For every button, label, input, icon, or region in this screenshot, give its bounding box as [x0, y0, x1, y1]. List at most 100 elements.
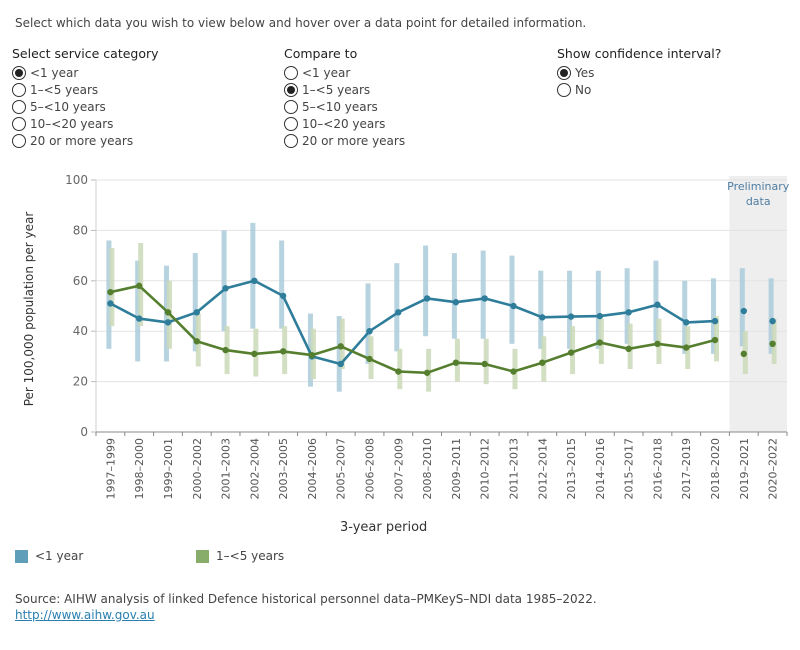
confidence-option[interactable]: No [557, 81, 721, 98]
service-category-option[interactable]: 1–<5 years [12, 81, 159, 98]
radio-button[interactable] [12, 133, 26, 148]
service-category-title: Select service category [12, 46, 159, 61]
ci-bar [279, 240, 285, 329]
x-tick-label: 2006–2008 [364, 438, 377, 500]
ci-bar [595, 270, 601, 349]
ci-bar [451, 253, 457, 339]
y-tick-label: 40 [73, 324, 88, 338]
radio-label: 10–<20 years [30, 116, 114, 131]
confidence-interval-control: Show confidence interval? Yes No [557, 46, 721, 98]
data-point [596, 339, 604, 346]
radio-button[interactable] [557, 65, 571, 80]
data-point [135, 282, 143, 290]
preliminary-label: data [746, 195, 771, 208]
legend-item-less-than-1-year[interactable]: <1 year [15, 549, 83, 563]
compare-to-title: Compare to [284, 46, 358, 61]
y-tick-label: 20 [73, 375, 88, 389]
service-category-options: <1 year 1–<5 years 5–<10 years 10–<20 years… [12, 64, 159, 149]
legend-label-less-than-1-year: <1 year [35, 549, 84, 563]
preliminary-region [729, 176, 787, 432]
y-tick-label: 60 [73, 274, 88, 288]
x-tick-label: 2001–2003 [220, 438, 233, 500]
data-point [567, 349, 575, 356]
y-tick-label: 0 [80, 425, 88, 439]
radio-button[interactable] [557, 82, 571, 97]
data-point [539, 314, 546, 321]
x-tick-label: 2018–2020 [709, 438, 722, 500]
legend-label-1-to-5-years: 1–<5 years [216, 549, 285, 563]
radio-button[interactable] [284, 99, 298, 114]
radio-label: 5–<10 years [30, 99, 106, 114]
ci-bar [192, 253, 198, 352]
compare-to-option[interactable]: 10–<20 years [284, 115, 405, 132]
service-category-option[interactable]: 5–<10 years [12, 98, 159, 115]
data-point [740, 350, 748, 358]
ci-bar [336, 316, 342, 392]
radio-label: Yes [575, 65, 595, 80]
data-point [711, 336, 719, 344]
compare-to-option[interactable]: 5–<10 years [284, 98, 405, 115]
data-point [423, 369, 431, 376]
y-axis-title: Per 100,000 population per year [22, 212, 36, 407]
radio-button[interactable] [12, 65, 26, 80]
x-tick-label: 2004–2006 [306, 438, 319, 500]
compare-to-option[interactable]: <1 year [284, 64, 405, 81]
source-text: Source: AIHW analysis of linked Defence … [15, 592, 597, 606]
radio-button[interactable] [12, 99, 26, 114]
service-category-option[interactable]: 10–<20 years [12, 115, 159, 132]
x-tick-label: 2012–2014 [536, 438, 549, 500]
x-tick-label: 2010–2012 [479, 438, 492, 500]
ci-bar [250, 222, 256, 329]
preliminary-label: Preliminary [727, 180, 790, 193]
source-link[interactable]: http://www.aihw.gov.au [15, 608, 155, 622]
y-tick-label: 80 [73, 223, 88, 237]
data-point [769, 340, 776, 347]
data-point [366, 355, 373, 363]
data-point [539, 359, 546, 366]
confidence-interval-options: Yes No [557, 64, 721, 98]
ci-bar [509, 255, 515, 344]
legend-swatch-1-to-5-years [196, 549, 209, 563]
x-tick-label: 2020–2022 [767, 438, 780, 500]
x-tick-label: 1997–1999 [104, 438, 117, 500]
legend-item-1-to-5-years[interactable]: 1–<5 years [196, 549, 284, 563]
x-tick-label: 2002–2004 [248, 438, 261, 500]
data-point [510, 302, 517, 310]
radio-button[interactable] [12, 82, 26, 97]
ci-bar [653, 260, 659, 342]
data-point [452, 299, 460, 306]
ci-bar [394, 263, 400, 352]
service-category-option[interactable]: <1 year [12, 64, 159, 81]
data-point [596, 312, 604, 320]
radio-button[interactable] [284, 133, 298, 148]
radio-button[interactable] [284, 65, 298, 80]
data-point [135, 315, 143, 322]
radio-label: 10–<20 years [302, 116, 386, 131]
x-tick-label: 2000–2002 [191, 438, 204, 500]
x-tick-label: 2008–2010 [421, 438, 434, 500]
compare-to-option[interactable]: 20 or more years [284, 132, 405, 149]
service-category-control: Select service category <1 year 1–<5 year… [12, 46, 159, 149]
data-point [337, 360, 344, 368]
data-point [279, 348, 287, 355]
data-point [395, 368, 402, 375]
data-point [193, 338, 200, 345]
radio-button[interactable] [12, 116, 26, 131]
x-tick-label: 2005–2007 [335, 438, 348, 500]
radio-button[interactable] [284, 116, 298, 131]
radio-label: No [575, 82, 592, 97]
radio-button[interactable] [284, 82, 298, 97]
ci-bar [567, 270, 573, 349]
ci-bar [365, 283, 371, 364]
service-category-option[interactable]: 20 or more years [12, 132, 159, 149]
series-line [109, 279, 716, 366]
ci-bar [739, 268, 745, 347]
radio-label: 5–<10 years [302, 99, 378, 114]
compare-to-option[interactable]: 1–<5 years [284, 81, 405, 98]
data-point [567, 313, 575, 320]
data-point [654, 340, 661, 347]
confidence-option[interactable]: Yes [557, 64, 721, 81]
x-tick-label: 2017–2019 [680, 438, 693, 500]
ci-bar [135, 260, 141, 362]
radio-label: <1 year [30, 65, 79, 80]
